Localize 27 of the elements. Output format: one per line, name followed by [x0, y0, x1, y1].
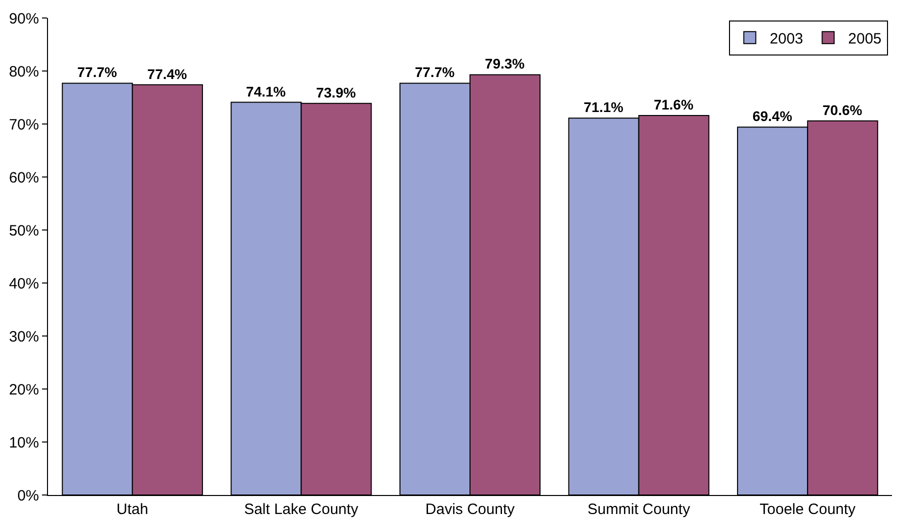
y-tick-label: 10% [8, 434, 39, 452]
data-label: 69.4% [752, 108, 793, 124]
data-label: 71.6% [654, 96, 694, 113]
x-tick-label: Davis County [425, 501, 516, 518]
y-tick-label: 90% [8, 10, 39, 28]
data-label: 70.6% [822, 102, 863, 118]
x-tick-label: Salt Lake County [244, 501, 359, 518]
legend-label: 2005 [848, 30, 882, 48]
y-tick-label: 70% [8, 116, 39, 134]
legend-label: 2003 [770, 30, 804, 48]
y-tick-label: 50% [8, 222, 39, 240]
data-label: 77.7% [414, 64, 456, 80]
y-tick-label: 20% [8, 381, 39, 398]
data-label: 77.7% [77, 64, 118, 80]
y-tick-label: 40% [8, 275, 39, 292]
data-label: 79.3% [484, 56, 526, 72]
y-tick-label: 30% [8, 328, 39, 346]
x-tick-label: Summit County [588, 501, 691, 518]
data-label: 77.4% [147, 66, 188, 82]
y-tick-label: 80% [8, 63, 39, 80]
y-tick-label: 60% [8, 169, 39, 186]
x-tick-label: Tooele County [760, 501, 856, 518]
x-tick-label: Utah [116, 501, 148, 518]
data-label: 73.9% [316, 84, 356, 100]
data-label: 74.1% [246, 83, 286, 100]
y-tick-label: 0% [17, 487, 39, 504]
data-label: 71.1% [584, 99, 624, 116]
